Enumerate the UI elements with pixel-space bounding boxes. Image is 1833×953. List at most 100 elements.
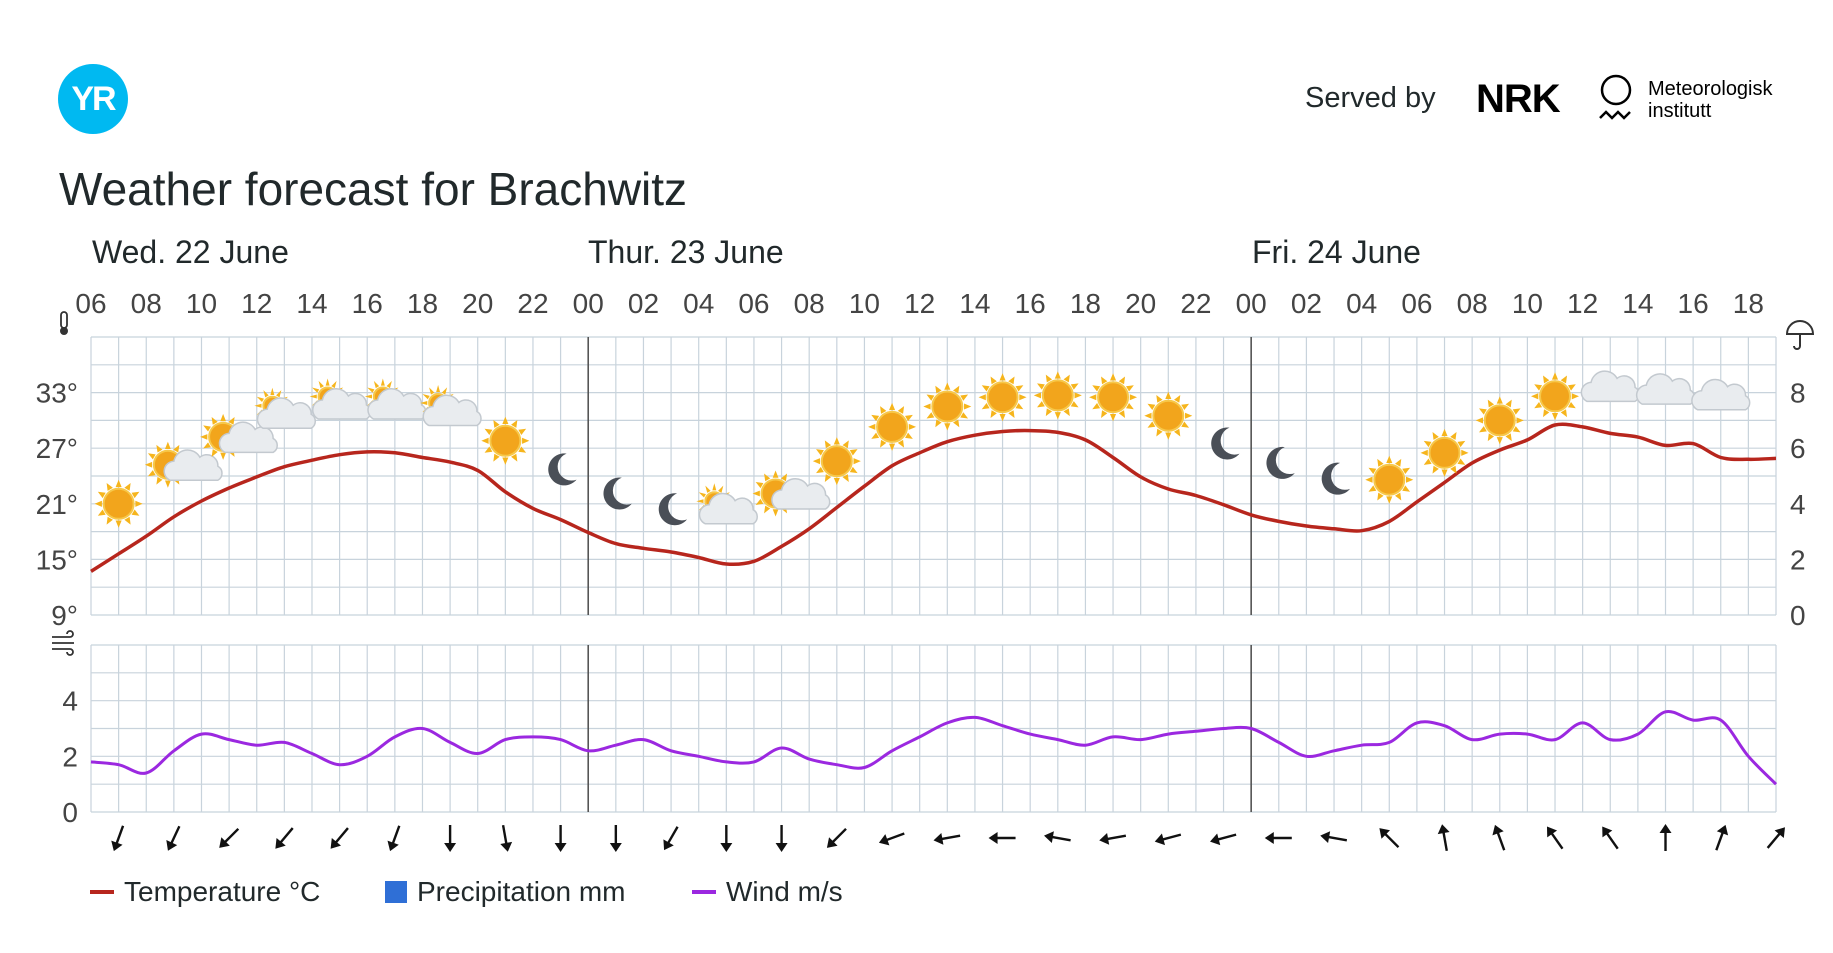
wind-direction-arrow bbox=[1320, 831, 1348, 844]
sun-icon bbox=[94, 479, 143, 528]
wind-direction-arrow bbox=[1492, 824, 1506, 851]
hour-tick-label: 14 bbox=[1622, 288, 1653, 319]
wind-direction-arrow bbox=[988, 832, 1016, 844]
hour-tick-label: 06 bbox=[738, 288, 769, 319]
sun-icon bbox=[1089, 373, 1138, 422]
sun-icon bbox=[923, 382, 972, 431]
moon-icon bbox=[603, 477, 632, 510]
wind-line bbox=[90, 709, 1778, 786]
hour-tick-label: 10 bbox=[849, 288, 880, 319]
wind-direction-arrow bbox=[775, 825, 788, 852]
met-logo-icon[interactable] bbox=[1596, 74, 1636, 130]
yr-logo-text: YR bbox=[71, 79, 116, 118]
wind-direction-arrow bbox=[609, 825, 622, 852]
wind-direction-arrow bbox=[166, 825, 181, 851]
wind-grid bbox=[90, 644, 1777, 813]
partly-cloudy-icon bbox=[200, 413, 278, 460]
hour-tick-label: 04 bbox=[1346, 288, 1377, 319]
wind-direction-arrow bbox=[1044, 831, 1071, 844]
moon-icon bbox=[1266, 446, 1295, 479]
legend-wind-swatch bbox=[692, 890, 716, 894]
hour-tick-label: 12 bbox=[904, 288, 935, 319]
wind-direction-arrow bbox=[1659, 824, 1672, 851]
met-line2: institutt bbox=[1648, 100, 1712, 122]
partly-cloudy-icon bbox=[696, 483, 758, 525]
temp-tick-label: 21° bbox=[36, 489, 78, 520]
umbrella-icon bbox=[1785, 320, 1815, 350]
page-title: Weather forecast for Brachwitz bbox=[59, 163, 688, 215]
wind-direction-arrow bbox=[1264, 832, 1292, 844]
partly-cloudy-icon bbox=[309, 378, 372, 420]
legend-precipitation-swatch bbox=[385, 881, 407, 903]
met-line1: Meteorologisk bbox=[1648, 78, 1773, 100]
hour-tick-label: 06 bbox=[75, 288, 106, 319]
sun-icon bbox=[1033, 371, 1082, 420]
hour-tick-label: 12 bbox=[241, 288, 272, 319]
cloud-icon bbox=[1635, 373, 1696, 405]
nrk-logo[interactable]: NRK bbox=[1476, 77, 1561, 121]
hour-tick-label: 04 bbox=[683, 288, 714, 319]
wind-direction-arrow bbox=[554, 825, 567, 852]
partly-cloudy-icon bbox=[144, 441, 223, 488]
precip-tick-label: 4 bbox=[1790, 489, 1806, 520]
sun-icon bbox=[812, 437, 861, 486]
sun-icon bbox=[1531, 372, 1580, 421]
hour-tick-label: 16 bbox=[352, 288, 383, 319]
sun-icon bbox=[978, 373, 1027, 422]
hour-tick-label: 18 bbox=[1070, 288, 1101, 319]
partly-cloudy-icon bbox=[364, 378, 427, 420]
precip-tick-label: 6 bbox=[1790, 433, 1806, 464]
sun-icon bbox=[868, 402, 917, 451]
hour-tick-label: 18 bbox=[407, 288, 438, 319]
wind-direction-arrow bbox=[1154, 833, 1182, 846]
wind-direction-arrow bbox=[1546, 826, 1564, 850]
temperature-grid bbox=[90, 336, 1777, 616]
legend-wind-label: Wind m/s bbox=[726, 876, 843, 907]
wind-direction-arrow bbox=[1437, 824, 1450, 852]
cloud-icon bbox=[1691, 378, 1751, 411]
hour-tick-label: 20 bbox=[462, 288, 493, 319]
yr-logo[interactable]: YR bbox=[58, 64, 128, 134]
legend-precipitation-label: Precipitation mm bbox=[417, 876, 626, 907]
wind-direction-arrow bbox=[444, 825, 457, 852]
hour-tick-label: 10 bbox=[1512, 288, 1543, 319]
hour-tick-label: 16 bbox=[1678, 288, 1709, 319]
partly-cloudy-icon bbox=[420, 384, 482, 427]
thermometer-icon bbox=[60, 311, 68, 335]
legend-temperature-swatch bbox=[90, 890, 114, 894]
met-logo-text[interactable]: Meteorologisk institutt bbox=[1648, 78, 1773, 122]
wind-direction-arrow bbox=[663, 826, 679, 851]
wind-direction-arrow bbox=[275, 827, 294, 849]
wind-direction-arrow bbox=[1379, 828, 1400, 849]
hour-tick-label: 20 bbox=[1125, 288, 1156, 319]
legend-wind: Wind m/s bbox=[692, 876, 843, 908]
wind-direction-arrow bbox=[1602, 826, 1619, 850]
wind-direction-arrow bbox=[1715, 824, 1729, 851]
sun-icon bbox=[481, 416, 530, 465]
day-label: Wed. 22 June bbox=[92, 234, 289, 270]
hour-tick-label: 08 bbox=[1457, 288, 1488, 319]
wind-tick-label: 2 bbox=[62, 741, 78, 772]
hour-tick-label: 02 bbox=[628, 288, 659, 319]
sun-icon bbox=[1365, 455, 1414, 504]
partly-cloudy-icon bbox=[254, 387, 317, 430]
hour-tick-label: 02 bbox=[1291, 288, 1322, 319]
moon-icon bbox=[1211, 427, 1240, 460]
moon-icon bbox=[548, 453, 577, 486]
hour-tick-label: 08 bbox=[131, 288, 162, 319]
day-label: Fri. 24 June bbox=[1252, 234, 1421, 270]
hour-tick-label: 00 bbox=[1236, 288, 1267, 319]
served-by-label: Served by bbox=[1305, 82, 1436, 114]
wind-icon bbox=[52, 630, 74, 656]
temp-tick-label: 33° bbox=[36, 378, 78, 409]
precip-tick-label: 0 bbox=[1790, 600, 1806, 631]
wind-tick-label: 0 bbox=[62, 797, 78, 828]
hour-tick-label: 00 bbox=[573, 288, 604, 319]
sun-icon bbox=[1144, 391, 1193, 440]
hour-tick-label: 22 bbox=[1180, 288, 1211, 319]
hour-tick-label: 10 bbox=[186, 288, 217, 319]
hour-tick-label: 06 bbox=[1401, 288, 1432, 319]
wind-direction-arrow bbox=[219, 827, 240, 848]
wind-direction-arrow bbox=[1099, 832, 1127, 845]
